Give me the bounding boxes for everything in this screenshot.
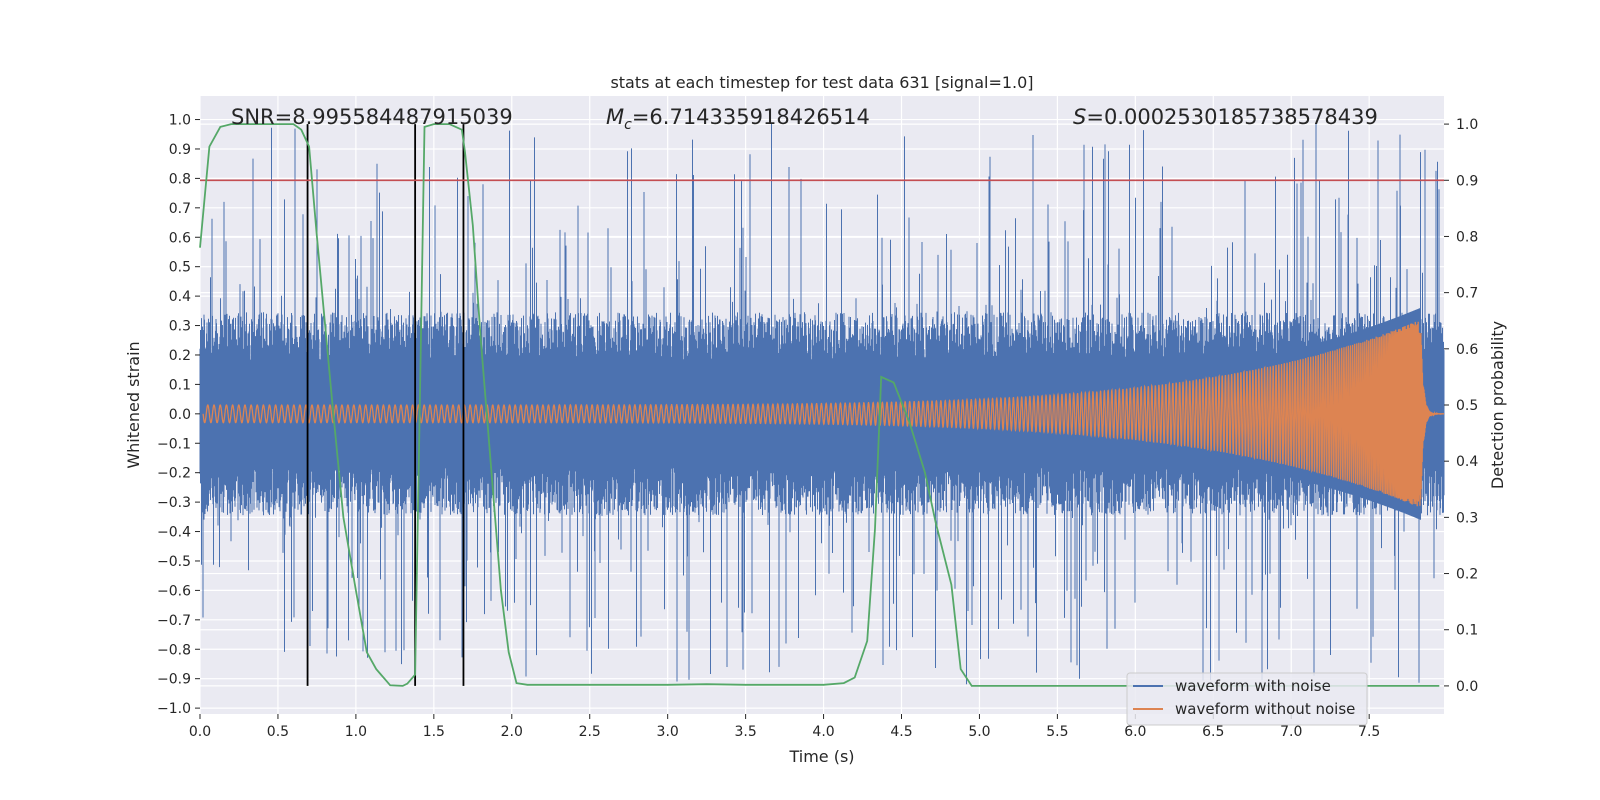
y-right-tick-label: 0.7 bbox=[1456, 286, 1478, 302]
x-tick-label: 0.5 bbox=[267, 724, 289, 740]
y-right-tick-label: 0.9 bbox=[1456, 173, 1478, 189]
y-right-tick-label: 0.8 bbox=[1456, 229, 1478, 245]
marker-lines bbox=[306, 124, 465, 686]
legend-label-waveform-without-noise: waveform without noise bbox=[1175, 700, 1355, 718]
x-axis-label: Time (s) bbox=[788, 747, 854, 766]
y-tick-label: −0.3 bbox=[157, 495, 191, 511]
y-tick-label: 0.7 bbox=[169, 201, 191, 217]
legend: waveform with noise waveform without noi… bbox=[1126, 672, 1368, 726]
y-axis-label-right: Detection probability bbox=[1488, 321, 1507, 489]
x-tick-label: 2.5 bbox=[579, 724, 601, 740]
y-tick-label: −0.1 bbox=[157, 436, 191, 452]
chirp-mass-symbol: M bbox=[606, 105, 624, 129]
y-tick-label: 0.3 bbox=[169, 319, 191, 335]
waveform-without-noise-line bbox=[202, 321, 1444, 507]
detection-probability-layer bbox=[199, 123, 1440, 687]
x-tick-label: 3.0 bbox=[657, 724, 679, 740]
x-tick-label: 2.0 bbox=[501, 724, 523, 740]
chart-title: stats at each timestep for test data 631… bbox=[610, 73, 1033, 92]
y-right-tick-label: 0.2 bbox=[1456, 567, 1478, 583]
y-right-tick-label: 0.0 bbox=[1456, 679, 1478, 695]
y-tick-label: 0.0 bbox=[169, 407, 191, 423]
waveform-without-noise-layer bbox=[202, 321, 1444, 507]
y-tick-label: −0.7 bbox=[157, 613, 191, 629]
legend-box bbox=[1126, 672, 1368, 726]
y-tick-label: −1.0 bbox=[157, 701, 191, 717]
x-tick-label: 7.5 bbox=[1358, 724, 1380, 740]
legend-label-waveform-with-noise: waveform with noise bbox=[1175, 677, 1331, 695]
y-tick-label: −0.5 bbox=[157, 554, 191, 570]
x-tick-label: 6.5 bbox=[1202, 724, 1224, 740]
snr-annotation: SNR=8.995584487915039 bbox=[231, 105, 513, 129]
x-tick-label: 0.0 bbox=[189, 724, 211, 740]
chirp-mass-subscript: c bbox=[624, 117, 632, 133]
y-tick-label: 0.1 bbox=[169, 377, 191, 393]
y-right-tick-label: 0.6 bbox=[1456, 342, 1478, 358]
x-tick-label: 6.0 bbox=[1124, 724, 1146, 740]
x-tick-label: 7.0 bbox=[1280, 724, 1302, 740]
y-right-tick-label: 0.4 bbox=[1456, 454, 1478, 470]
ticks: 0.0 0.5 1.0 1.5 2.0 2.5 3.0 3.5 4.0 4.5 5.0 5.5 6.0 6… bbox=[157, 113, 1478, 740]
s-annotation: S=0.0002530185738578439 bbox=[1073, 105, 1378, 129]
chirp-mass-value: =6.714335918426514 bbox=[632, 105, 870, 129]
x-tick-label: 5.0 bbox=[968, 724, 990, 740]
y-tick-label: 0.9 bbox=[169, 142, 191, 158]
chirp-mass-annotation: Mc=6.714335918426514 bbox=[606, 105, 870, 133]
y-right-tick-label: 0.3 bbox=[1456, 510, 1478, 526]
y-tick-label: −0.6 bbox=[157, 583, 191, 599]
y-tick-label: −0.8 bbox=[157, 642, 191, 658]
y-tick-label: 0.4 bbox=[169, 289, 191, 305]
y-axis-label: Whitened strain bbox=[124, 341, 143, 468]
x-tick-label: 3.5 bbox=[734, 724, 756, 740]
x-tick-label: 4.5 bbox=[890, 724, 912, 740]
y-tick-label: 0.8 bbox=[169, 171, 191, 187]
y-tick-label: 0.6 bbox=[169, 230, 191, 246]
x-tick-label: 1.0 bbox=[345, 724, 367, 740]
y-right-tick-label: 0.5 bbox=[1456, 398, 1478, 414]
y-right-tick-label: 1.0 bbox=[1456, 117, 1478, 133]
x-tick-label: 5.5 bbox=[1046, 724, 1068, 740]
s-value: =0.0002530185738578439 bbox=[1086, 105, 1378, 129]
y-tick-label: 0.5 bbox=[169, 260, 191, 276]
y-tick-label: −0.4 bbox=[157, 525, 191, 541]
y-tick-label: −0.2 bbox=[157, 466, 191, 482]
y-tick-label: −0.9 bbox=[157, 672, 191, 688]
y-tick-label: 1.0 bbox=[169, 113, 191, 129]
detection-probability-line bbox=[199, 123, 1440, 687]
x-tick-label: 1.5 bbox=[423, 724, 445, 740]
y-tick-label: 0.2 bbox=[169, 348, 191, 364]
x-tick-label: 4.0 bbox=[812, 724, 834, 740]
s-symbol: S bbox=[1073, 105, 1086, 129]
y-right-tick-label: 0.1 bbox=[1456, 623, 1478, 639]
